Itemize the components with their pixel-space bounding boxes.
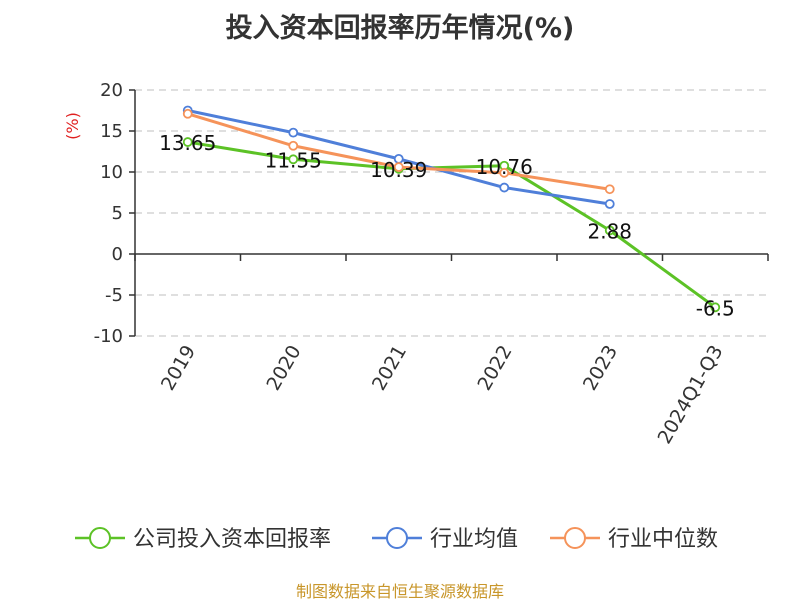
legend-item: 行业中位数 <box>550 527 718 552</box>
y-tick-label: 20 <box>100 80 123 101</box>
x-tick-label: 2023 <box>579 342 622 395</box>
data-label: 10.76 <box>476 155 533 179</box>
source-note: 制图数据来自恒生聚源数据库 <box>295 582 504 601</box>
legend-swatch-marker <box>386 527 408 549</box>
y-tick-label: 10 <box>100 162 123 183</box>
data-point <box>288 140 299 151</box>
data-point <box>288 127 299 138</box>
data-point <box>288 154 299 165</box>
legend: 公司投入资本回报率 行业均值 行业中位数 <box>75 527 718 552</box>
data-point <box>393 162 404 172</box>
data-label: 13.65 <box>159 131 216 155</box>
y-tick-label: -10 <box>94 326 123 347</box>
legend-item: 公司投入资本回报率 <box>75 527 331 552</box>
y-tick-label: 15 <box>100 121 123 142</box>
x-tick-label: 2021 <box>368 342 411 395</box>
legend-swatch-marker <box>89 527 111 549</box>
legend-label: 行业均值 <box>430 527 518 552</box>
y-tick-label: 5 <box>112 203 123 224</box>
data-point <box>710 302 721 313</box>
legend-item: 行业均值 <box>372 527 518 552</box>
data-point <box>604 225 615 236</box>
x-tick-label: 2022 <box>473 342 516 395</box>
legend-label: 公司投入资本回报率 <box>133 527 331 552</box>
chart-title: 投入资本回报率历年情况(%) <box>225 13 575 44</box>
x-tick-label: 2020 <box>262 342 305 395</box>
data-point <box>499 167 510 178</box>
data-point <box>182 137 193 147</box>
y-tick-label: 0 <box>112 244 123 265</box>
y-axis-label: (%) <box>63 112 82 140</box>
y-tick-label: -5 <box>105 285 123 306</box>
x-tick-label: 2019 <box>157 342 200 395</box>
data-label: 11.55 <box>265 148 322 172</box>
data-point <box>604 199 615 209</box>
data-point <box>182 108 193 119</box>
legend-label: 行业中位数 <box>608 527 718 552</box>
series-line <box>187 140 717 309</box>
data-label-layer: 13.65 11.55 10.39 10.76 2.88 -6.5 <box>159 131 735 320</box>
x-tick-label: 2024Q1-Q3 <box>654 342 728 448</box>
legend-swatch-marker <box>564 527 586 549</box>
data-label: 2.88 <box>587 219 632 243</box>
data-label: 10.39 <box>370 158 427 182</box>
data-point <box>499 182 510 193</box>
series-layer <box>182 105 721 313</box>
data-point <box>604 184 615 195</box>
data-label: -6.5 <box>696 296 735 320</box>
